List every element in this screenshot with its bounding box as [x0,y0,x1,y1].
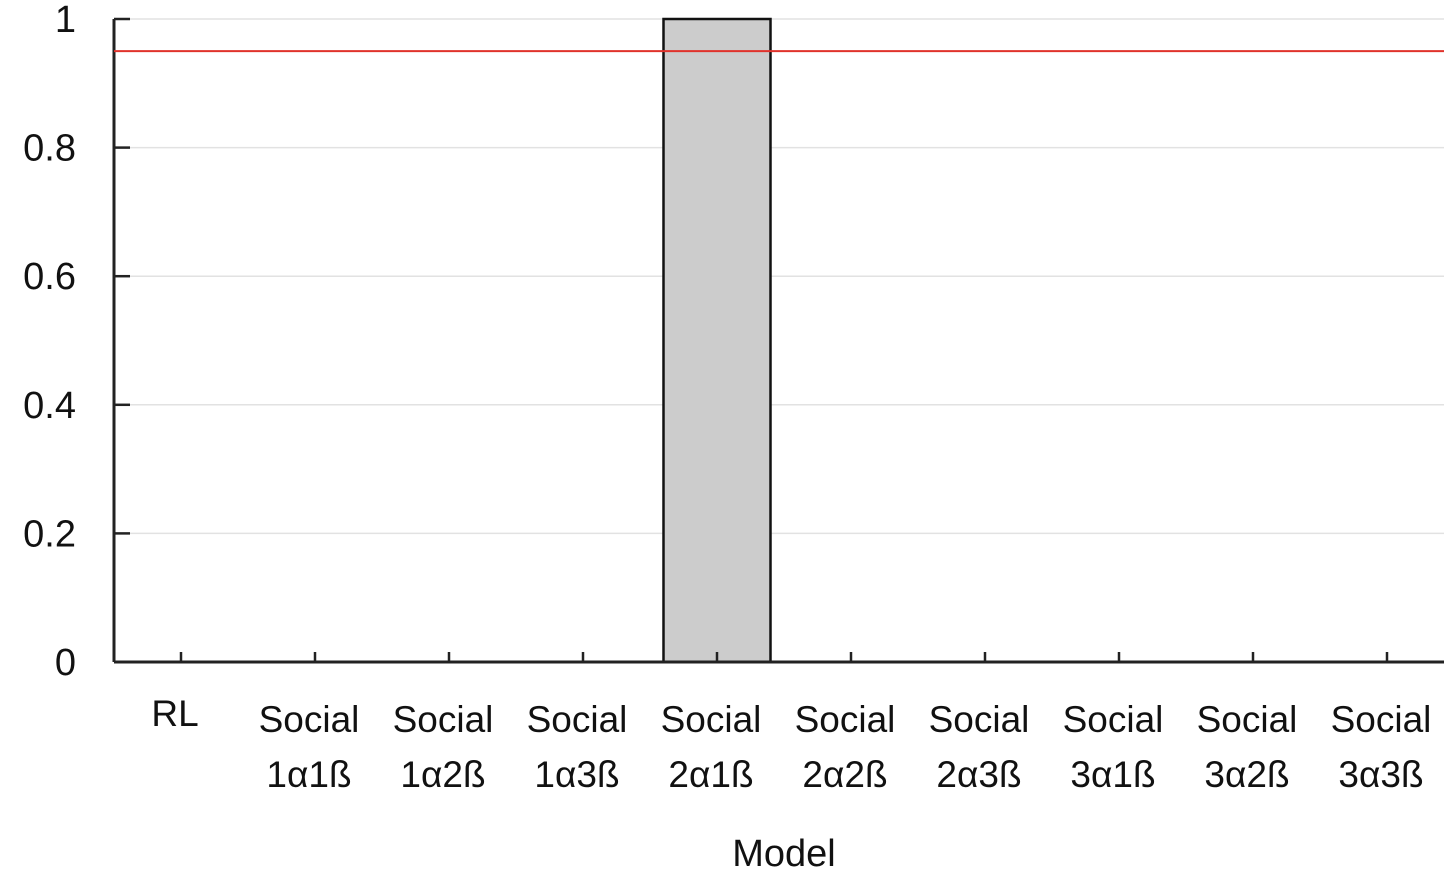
x-tick-label: Social [661,699,762,740]
bar [662,17,772,664]
x-axis-title: Model [732,833,836,875]
x-tick-label: Social [393,699,494,740]
x-tick-label: Social [259,699,360,740]
x-tick-label: Social [1197,699,1298,740]
y-tick-label: 0.4 [23,385,76,427]
x-tick-label: 2α1ß [668,754,753,795]
x-tick-label: RL [151,693,198,734]
x-tick-label: Social [795,699,896,740]
x-tick-label: 3α3ß [1338,754,1423,795]
x-tick-label: 2α3ß [936,754,1021,795]
x-tick-label: 2α2ß [802,754,887,795]
gridlines [114,18,1444,535]
x-tick-label: 1α1ß [266,754,351,795]
axes [112,19,1444,664]
y-tick-label: 1 [55,0,76,41]
x-tick-label: Social [527,699,628,740]
y-ticks: 0 0.2 0.4 0.6 0.8 1 [23,0,130,684]
x-tick-label: 3α1ß [1070,754,1155,795]
x-tick-label: Social [929,699,1030,740]
x-tick-label: 1α2ß [400,754,485,795]
y-tick-label: 0.6 [23,256,76,298]
x-tick-label: 1α3ß [534,754,619,795]
x-tick-label: Social [1063,699,1164,740]
y-tick-label: 0 [55,642,76,684]
x-tick-label: Social [1331,699,1432,740]
x-tick-label: 3α2ß [1204,754,1289,795]
bars [662,17,772,664]
y-tick-label: 0.8 [23,128,76,170]
y-tick-label: 0.2 [23,513,76,555]
x-ticks: RL Social 1α1ß Social 1α2ß Social 1α3ß Social 2α… [151,652,1431,795]
